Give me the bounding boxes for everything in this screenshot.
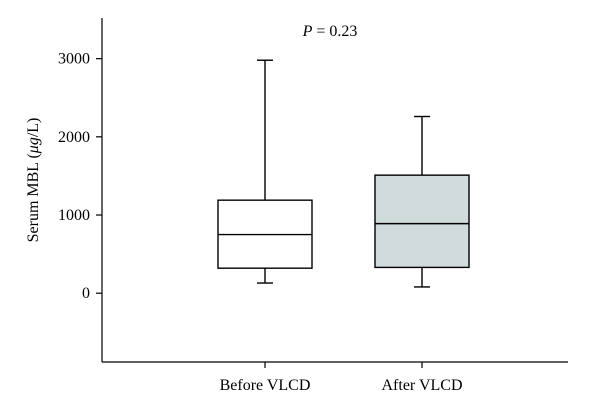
- y-tick-label: 0: [82, 285, 90, 302]
- y-axis-title-prefix: Serum MBL (: [25, 153, 42, 242]
- y-tick-label: 1000: [58, 207, 90, 224]
- labels: 0 1000 2000 3000 Before VLCD After VLCD P = 0.…: [25, 23, 463, 394]
- boxes: [217, 59, 470, 288]
- p-symbol: P: [302, 23, 313, 40]
- x-category-label: Before VLCD: [220, 377, 311, 394]
- y-axis-title-suffix: /L): [25, 118, 42, 138]
- x-category-label: After VLCD: [381, 377, 462, 394]
- iqr-box: [374, 174, 470, 269]
- y-axis-title: Serum MBL (μg/L): [25, 118, 42, 243]
- y-axis-title-unit: μg: [25, 137, 42, 154]
- box-group: [374, 115, 470, 288]
- box-group: [217, 59, 313, 284]
- y-tick-label: 2000: [58, 129, 90, 146]
- p-value-text: = 0.23: [312, 23, 357, 40]
- y-tick-label: 3000: [58, 51, 90, 68]
- p-value-annotation: P = 0.23: [302, 23, 358, 40]
- axes: [96, 18, 568, 368]
